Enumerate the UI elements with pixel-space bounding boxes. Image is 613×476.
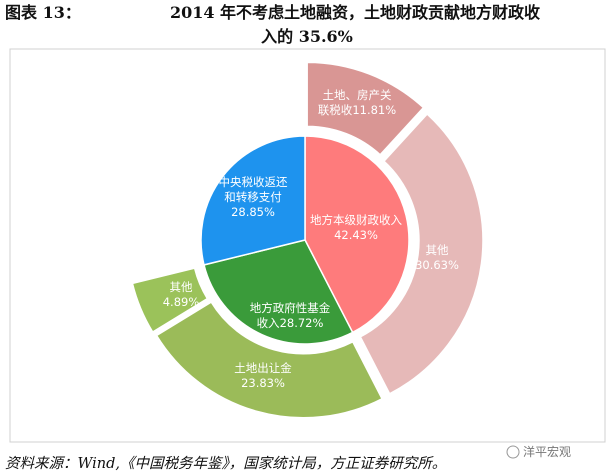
pie-slice — [200, 135, 306, 266]
watermark: 洋平宏观 — [523, 444, 571, 459]
slice-label: 土地出让金 23.83% — [234, 361, 292, 390]
chart-frame — [9, 48, 606, 443]
value-label: 4.89% — [163, 295, 200, 309]
slice-label: 地方本级财政收入 42.43% — [310, 213, 402, 242]
category-label: 土地、房产关联税收 — [318, 88, 392, 117]
category-label: 其他 — [426, 243, 449, 257]
value-label: 11.81% — [352, 103, 396, 117]
pie-slice — [155, 301, 384, 419]
slice-label: 其他 30.63% — [415, 243, 459, 272]
category-label: 其他 — [170, 280, 193, 294]
slice-label: 土地、房产关联税收11.81% — [318, 88, 396, 117]
value-label: 28.85% — [231, 205, 275, 219]
slice-label: 中央税收返还和转移支付 28.85% — [219, 175, 288, 219]
slice-label: 地方政府性基金收入28.72% — [250, 301, 331, 330]
value-label: 28.72% — [280, 316, 324, 330]
plot: 地方本级财政收入 42.43% 地方政府性基金收入28.72% 中央税收返还和转移支付… — [131, 61, 484, 419]
value-label: 42.43% — [334, 228, 378, 242]
chart-title: 2014 年不考虑土地融资，土地财政贡献地方财政收入的 35.6% — [170, 3, 540, 46]
figure-label: 图表 13： — [5, 3, 81, 22]
source-note: 资料来源：Wind,《中国税务年鉴》，国家统计局，方正证券研究所。 — [5, 455, 446, 472]
category-label: 中央税收返还和转移支付 — [219, 175, 288, 204]
value-label: 30.63% — [415, 258, 459, 272]
watermark-icon — [506, 445, 520, 459]
value-label: 23.83% — [241, 376, 285, 390]
pie-slice — [203, 239, 354, 345]
category-label: 地方本级财政收入 — [310, 213, 402, 227]
pie-slice — [359, 112, 484, 395]
slice-label: 其他 4.89% — [163, 280, 200, 309]
category-label: 土地出让金 — [234, 361, 292, 375]
pie-slice — [306, 61, 425, 156]
pie-slice — [304, 135, 410, 334]
pie-slice — [131, 267, 209, 334]
category-label: 地方政府性基金收入 — [250, 301, 331, 330]
